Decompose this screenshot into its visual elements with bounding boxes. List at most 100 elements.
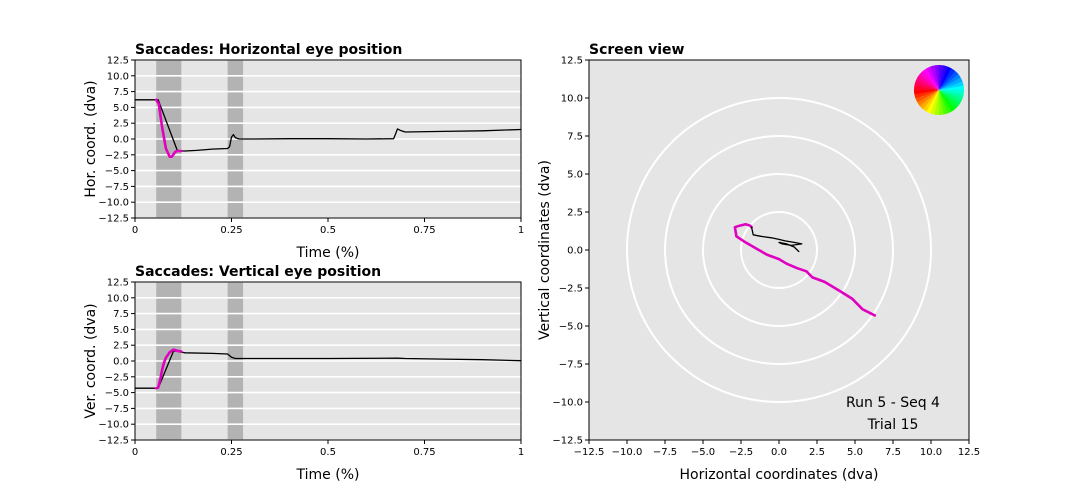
y-tick-label: 10.0 — [107, 293, 129, 304]
x-tick-label: 0.0 — [771, 447, 787, 458]
color-wheel-wedge — [939, 90, 956, 112]
chart-screen: −12.5 −10.0 −7.5 −5.0 −2.5 0.0 2.5 5.0 7.5 10.0 12… — [537, 42, 980, 483]
color-wheel-wedge — [939, 65, 948, 90]
y-tick-label: −10.0 — [98, 198, 129, 209]
target-ring — [626, 97, 932, 403]
color-wheel-wedge — [922, 90, 939, 112]
series-line-magenta — [154, 98, 183, 158]
color-wheel-wedge — [939, 73, 961, 90]
x-tick-label: 5.0 — [847, 447, 863, 458]
y-tick-label: 2.5 — [113, 119, 129, 130]
y-tick-label: −7.5 — [559, 360, 583, 371]
y-tick-label: 2.5 — [113, 341, 129, 352]
chart-vertical: 0 0.25 0.5 0.75 1 12.5 10.0 7.5 5.0 2.5 0.0 −2.5 −5.… — [83, 264, 524, 483]
y-tick-label: 10.0 — [107, 71, 129, 82]
color-wheel-wedge — [939, 90, 952, 114]
target-ring — [664, 135, 894, 365]
series-line-magenta — [733, 222, 877, 317]
x-tick-label: 10.0 — [920, 447, 942, 458]
color-wheel-wedge — [917, 73, 939, 90]
color-wheel-wedge — [938, 65, 944, 90]
y-tick-label: 7.5 — [113, 309, 129, 320]
x-axis-label: Horizontal coordinates (dva) — [679, 467, 878, 483]
x-tick-label: 0.75 — [413, 225, 435, 236]
x-tick-label: 0.5 — [320, 447, 336, 458]
y-tick-label: −2.5 — [105, 372, 129, 383]
x-tick-label: 0 — [132, 447, 138, 458]
y-tick-label: 12.5 — [107, 56, 129, 67]
color-wheel-wedge — [919, 70, 939, 90]
y-axis-label: Hor. coord. (dva) — [83, 80, 99, 197]
y-tick-label: −12.5 — [98, 436, 129, 447]
y-tick-label: 2.5 — [567, 208, 583, 219]
y-tick-label: 0.0 — [113, 135, 129, 146]
x-tick-label: 0 — [132, 225, 138, 236]
color-wheel-wedge — [915, 77, 939, 90]
color-wheel-wedge — [914, 81, 939, 90]
chart-title: Saccades: Vertical eye position — [135, 264, 381, 280]
y-tick-label: 0.0 — [113, 357, 129, 368]
x-tick-label: −12.5 — [574, 447, 605, 458]
y-tick-label: −5.0 — [559, 322, 583, 333]
y-tick-label: 5.0 — [567, 170, 583, 181]
color-wheel-wedge — [939, 70, 959, 90]
color-wheel-wedge — [939, 90, 959, 110]
y-tick-label: 12.5 — [561, 56, 583, 67]
y-tick-label: 7.5 — [113, 87, 129, 98]
color-wheel-wedge — [926, 90, 939, 114]
x-tick-label: −10.0 — [612, 447, 643, 458]
y-tick-label: −12.5 — [98, 214, 129, 225]
trial-annotation: Run 5 - Seq 4 — [846, 395, 940, 411]
color-wheel-wedge — [922, 68, 939, 90]
y-tick-label: −10.0 — [552, 398, 583, 409]
x-tick-label: 0.25 — [220, 447, 242, 458]
series-line-black — [134, 350, 522, 389]
x-tick-label: −5.0 — [691, 447, 715, 458]
x-axis-label: Time (%) — [296, 245, 360, 261]
color-wheel-wedge — [919, 90, 939, 110]
color-wheel-wedge — [939, 90, 964, 99]
color-wheel-wedge — [939, 77, 963, 90]
color-wheel-wedge — [915, 90, 939, 103]
color-wheel-wedge — [939, 90, 961, 107]
y-tick-label: −7.5 — [105, 182, 129, 193]
x-tick-label: −7.5 — [653, 447, 677, 458]
y-tick-label: 12.5 — [107, 278, 129, 289]
x-tick-label: 1 — [518, 225, 524, 236]
color-wheel-wedge — [939, 68, 956, 90]
series-line-magenta — [154, 348, 183, 390]
y-tick-label: −5.0 — [105, 388, 129, 399]
y-tick-label: 5.0 — [113, 325, 129, 336]
chart-title: Saccades: Horizontal eye position — [135, 42, 402, 58]
y-tick-label: −12.5 — [552, 436, 583, 447]
color-wheel-wedge — [939, 90, 963, 103]
y-tick-label: 5.0 — [113, 103, 129, 114]
color-wheel-wedge — [934, 90, 940, 116]
x-tick-label: 1 — [518, 447, 524, 458]
x-tick-label: 0.5 — [320, 225, 336, 236]
plot-area — [589, 60, 969, 440]
x-tick-label: 0.25 — [220, 225, 242, 236]
target-ring — [702, 173, 856, 327]
y-tick-label: −10.0 — [98, 420, 129, 431]
x-tick-label: 2.5 — [809, 447, 825, 458]
target-ring — [740, 211, 818, 289]
series-line-black — [134, 99, 522, 152]
color-wheel-wedge — [917, 90, 939, 107]
x-tick-label: −2.5 — [729, 447, 753, 458]
series-line-black — [750, 226, 803, 253]
x-axis-label: Time (%) — [296, 467, 360, 483]
y-tick-label: −7.5 — [105, 404, 129, 415]
chart-title: Screen view — [589, 42, 685, 58]
trial-annotation: Trial 15 — [867, 417, 919, 433]
x-tick-label: 0.75 — [413, 447, 435, 458]
y-tick-label: 7.5 — [567, 132, 583, 143]
color-wheel-wedge — [926, 66, 939, 90]
x-tick-label: 12.5 — [958, 447, 980, 458]
y-tick-label: 0.0 — [567, 246, 583, 257]
y-tick-label: −2.5 — [105, 150, 129, 161]
x-tick-label: 7.5 — [885, 447, 901, 458]
color-wheel-wedge — [930, 90, 939, 115]
y-axis-label: Vertical coordinates (dva) — [537, 160, 553, 340]
